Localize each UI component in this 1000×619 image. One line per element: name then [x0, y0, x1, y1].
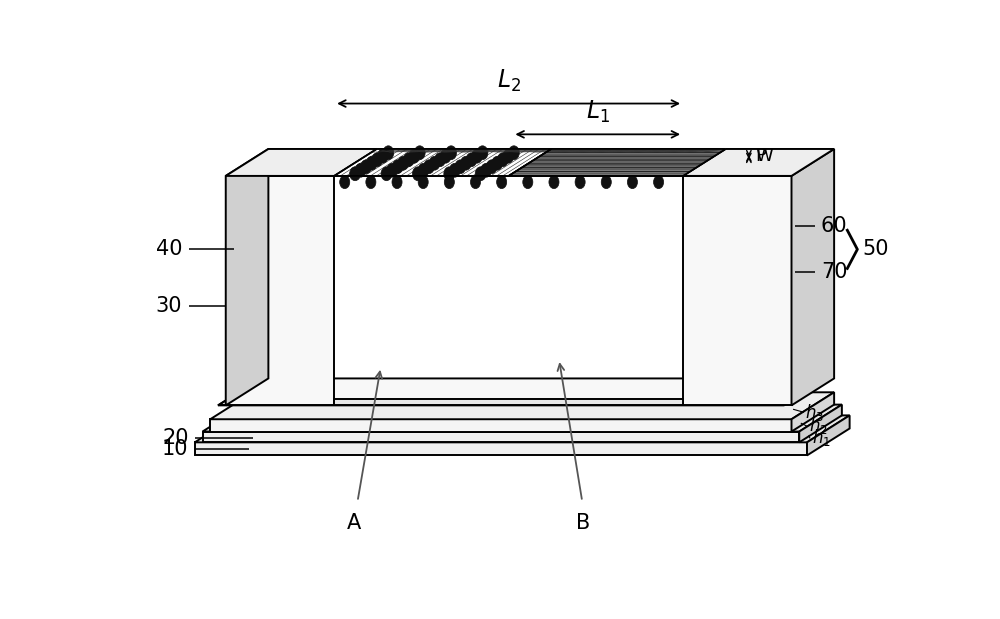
Ellipse shape: [627, 176, 637, 189]
Ellipse shape: [481, 163, 492, 177]
Polygon shape: [683, 176, 792, 405]
Text: B: B: [576, 513, 590, 533]
Ellipse shape: [383, 146, 394, 160]
Polygon shape: [542, 154, 718, 155]
Text: 50: 50: [863, 240, 889, 259]
Ellipse shape: [377, 149, 388, 163]
Ellipse shape: [435, 153, 445, 167]
Text: $h_3$: $h_3$: [805, 402, 824, 423]
Ellipse shape: [492, 157, 503, 170]
Ellipse shape: [414, 146, 425, 160]
Ellipse shape: [654, 176, 664, 189]
Text: $L_1$: $L_1$: [586, 99, 610, 125]
Ellipse shape: [403, 153, 414, 167]
Ellipse shape: [392, 176, 402, 189]
Polygon shape: [334, 399, 683, 405]
Ellipse shape: [366, 176, 376, 189]
Ellipse shape: [418, 163, 429, 177]
Polygon shape: [195, 443, 807, 456]
Polygon shape: [509, 149, 726, 176]
Polygon shape: [518, 169, 694, 170]
Polygon shape: [202, 431, 799, 443]
Text: P: P: [755, 147, 766, 165]
Polygon shape: [509, 175, 685, 176]
Polygon shape: [539, 156, 715, 157]
Ellipse shape: [486, 160, 497, 174]
Polygon shape: [334, 149, 726, 176]
Text: W: W: [755, 147, 773, 165]
Ellipse shape: [475, 167, 486, 181]
Ellipse shape: [418, 176, 428, 189]
Text: $h_2$: $h_2$: [809, 415, 827, 436]
Ellipse shape: [460, 157, 471, 170]
Ellipse shape: [392, 160, 403, 174]
Ellipse shape: [503, 149, 514, 163]
Polygon shape: [512, 173, 688, 174]
Polygon shape: [545, 152, 721, 153]
Ellipse shape: [444, 176, 454, 189]
Text: 60: 60: [821, 217, 848, 236]
Polygon shape: [792, 149, 834, 405]
Ellipse shape: [387, 163, 397, 177]
Ellipse shape: [444, 167, 455, 181]
Polygon shape: [548, 150, 724, 151]
Polygon shape: [521, 167, 697, 168]
Polygon shape: [210, 392, 834, 419]
Ellipse shape: [366, 157, 377, 170]
Polygon shape: [210, 419, 792, 431]
Polygon shape: [527, 163, 703, 165]
Ellipse shape: [449, 163, 460, 177]
Polygon shape: [515, 171, 691, 172]
Polygon shape: [807, 415, 850, 456]
Ellipse shape: [412, 167, 423, 181]
Ellipse shape: [409, 149, 420, 163]
Polygon shape: [799, 405, 842, 443]
Ellipse shape: [446, 146, 457, 160]
Ellipse shape: [398, 157, 409, 170]
Ellipse shape: [440, 149, 451, 163]
Text: 40: 40: [156, 240, 182, 259]
Ellipse shape: [477, 146, 488, 160]
Ellipse shape: [523, 176, 533, 189]
Polygon shape: [334, 149, 551, 176]
Polygon shape: [226, 149, 268, 405]
Text: 20: 20: [162, 428, 189, 449]
Ellipse shape: [455, 160, 466, 174]
Polygon shape: [524, 165, 700, 167]
Ellipse shape: [472, 149, 482, 163]
Text: 70: 70: [821, 262, 847, 282]
Text: A: A: [347, 513, 362, 533]
Ellipse shape: [424, 160, 434, 174]
Ellipse shape: [355, 163, 366, 177]
Ellipse shape: [429, 157, 440, 170]
Polygon shape: [792, 392, 834, 431]
Polygon shape: [334, 149, 726, 176]
Text: 30: 30: [156, 296, 182, 316]
Ellipse shape: [549, 176, 559, 189]
Text: 10: 10: [162, 438, 189, 459]
Polygon shape: [683, 149, 834, 176]
Polygon shape: [226, 176, 334, 405]
Polygon shape: [202, 405, 842, 431]
Ellipse shape: [470, 176, 481, 189]
Ellipse shape: [601, 176, 611, 189]
Ellipse shape: [381, 167, 392, 181]
Ellipse shape: [497, 153, 508, 167]
Polygon shape: [226, 149, 377, 176]
Ellipse shape: [575, 176, 585, 189]
Ellipse shape: [466, 153, 477, 167]
Polygon shape: [195, 415, 850, 443]
Ellipse shape: [350, 167, 361, 181]
Ellipse shape: [361, 160, 372, 174]
Text: $L_2$: $L_2$: [497, 68, 521, 94]
Polygon shape: [218, 378, 826, 405]
Ellipse shape: [340, 176, 350, 189]
Ellipse shape: [372, 153, 383, 167]
Ellipse shape: [497, 176, 507, 189]
Ellipse shape: [508, 146, 519, 160]
Text: $h_1$: $h_1$: [812, 427, 831, 448]
